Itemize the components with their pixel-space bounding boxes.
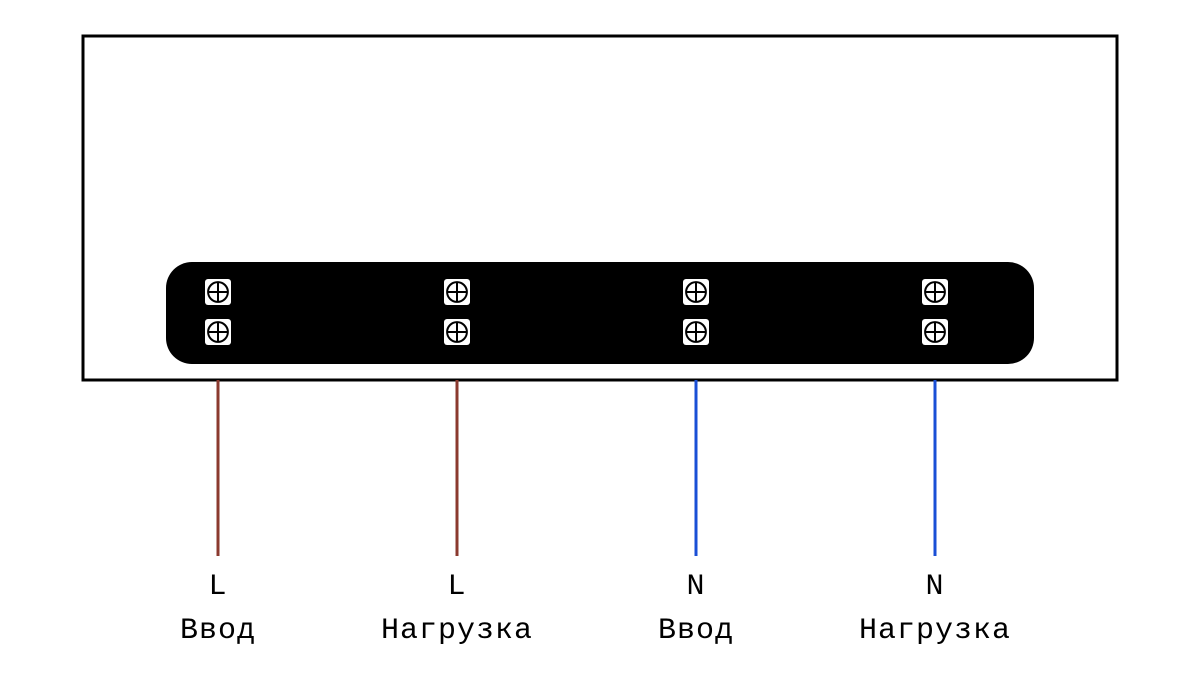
wire-label-N-in: Ввод — [658, 614, 734, 648]
wire-letter-N-load: N — [925, 570, 944, 604]
wire-label-L-load: Нагрузка — [381, 614, 533, 648]
terminal-block — [166, 262, 1034, 364]
screw-terminal-icon — [683, 319, 709, 345]
wiring-diagram: L Ввод L Нагрузка N Ввод N Нагрузка — [0, 0, 1200, 673]
wire-letter-L-in: L — [208, 570, 227, 604]
screw-terminal-icon — [922, 319, 948, 345]
screw-terminal-icon — [205, 279, 231, 305]
screw-terminal-icon — [444, 279, 470, 305]
wire-letter-N-in: N — [686, 570, 705, 604]
wire-labels: L Ввод L Нагрузка N Ввод N Нагрузка — [180, 570, 1011, 648]
wire-label-L-in: Ввод — [180, 614, 256, 648]
screw-terminal-icon — [922, 279, 948, 305]
wire-label-N-load: Нагрузка — [859, 614, 1011, 648]
screw-terminal-icon — [444, 319, 470, 345]
screw-terminal-icon — [205, 319, 231, 345]
wire-letter-L-load: L — [447, 570, 466, 604]
wires — [218, 380, 935, 556]
screw-terminal-icon — [683, 279, 709, 305]
